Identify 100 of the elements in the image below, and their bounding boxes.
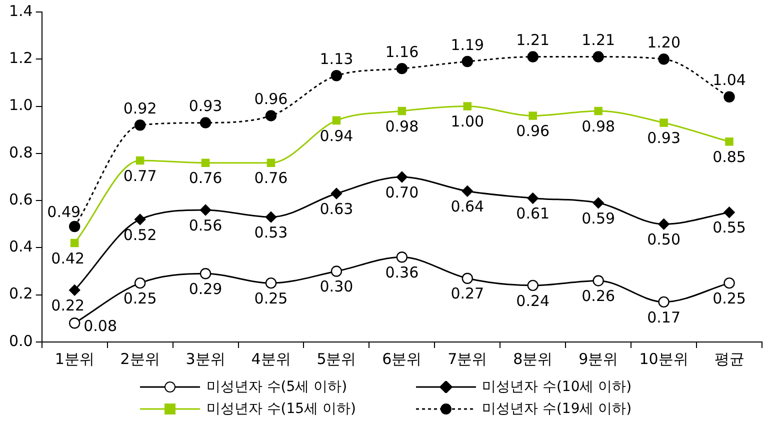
x-tick-label: 5분위 — [316, 350, 356, 368]
point — [200, 117, 212, 128]
legend-label: 미성년자 수(10세 이하) — [482, 378, 632, 396]
point — [592, 197, 604, 209]
point — [592, 275, 604, 286]
point — [330, 70, 342, 82]
y-tick-label: 1.0 — [8, 96, 33, 114]
data-label: 1.16 — [385, 42, 419, 61]
data-label: 0.24 — [516, 292, 550, 310]
data-label: 1.19 — [450, 36, 484, 54]
data-label: 0.61 — [516, 204, 550, 223]
x-tick-label: 8분위 — [513, 350, 553, 368]
x-tick-label: 평균 — [714, 350, 744, 368]
data-label: 0.25 — [712, 289, 746, 308]
point — [396, 171, 408, 183]
point — [330, 266, 342, 277]
point — [462, 272, 473, 284]
data-label: 0.63 — [320, 200, 354, 218]
point — [200, 268, 212, 280]
data-label: 0.93 — [188, 97, 222, 116]
data-label: 1.21 — [582, 31, 616, 50]
point — [330, 188, 342, 200]
data-label: 0.98 — [385, 117, 419, 136]
point — [527, 280, 538, 292]
data-label: 0.50 — [647, 230, 680, 249]
data-label: 0.26 — [582, 287, 616, 306]
point — [266, 158, 276, 167]
point — [68, 220, 80, 232]
data-label: 0.55 — [712, 218, 746, 237]
data-label: 0.25 — [254, 289, 288, 308]
data-label: 0.30 — [320, 278, 354, 296]
legend-label: 미성년자 수(5세 이하) — [206, 378, 348, 396]
point — [462, 186, 473, 197]
point — [68, 318, 80, 329]
data-label: 0.92 — [123, 100, 157, 118]
point — [724, 206, 735, 218]
x-tick-label: 10분위 — [639, 350, 688, 368]
point — [462, 56, 473, 68]
y-tick-label: 0.4 — [8, 238, 33, 256]
data-label: 0.27 — [450, 284, 484, 303]
point — [265, 110, 277, 122]
data-label: 0.08 — [84, 317, 117, 336]
data-label: 0.96 — [516, 122, 550, 140]
data-label: 0.53 — [254, 223, 288, 242]
point — [136, 156, 144, 165]
data-label: 0.22 — [51, 296, 85, 315]
data-label: 0.42 — [51, 249, 85, 268]
data-label: 0.98 — [582, 117, 616, 136]
point — [134, 277, 146, 289]
x-tick-label: 4분위 — [251, 350, 291, 368]
y-tick-label: 1.2 — [8, 49, 33, 68]
point — [528, 112, 537, 120]
y-tick-label: 0.6 — [8, 190, 33, 208]
point — [660, 118, 668, 127]
data-label: 1.13 — [320, 50, 354, 68]
data-label: 0.76 — [188, 169, 222, 188]
data-label: 0.94 — [320, 126, 354, 145]
data-label: 1.00 — [450, 112, 484, 131]
data-label: 0.29 — [188, 280, 222, 298]
data-label: 1.20 — [647, 34, 680, 52]
y-tick-label: 1.4 — [8, 2, 33, 20]
point — [527, 51, 538, 62]
y-tick-label: 0.0 — [8, 332, 33, 350]
point — [658, 54, 670, 65]
x-tick-label: 9분위 — [578, 350, 618, 368]
point — [527, 192, 538, 204]
point — [70, 238, 79, 248]
point — [398, 106, 406, 116]
legend-label: 미성년자 수(15세 이하) — [206, 400, 356, 418]
data-label: 0.70 — [385, 183, 419, 202]
point — [658, 218, 670, 230]
data-label: 1.04 — [712, 71, 746, 90]
point — [68, 284, 80, 296]
point — [265, 211, 277, 223]
point — [724, 277, 735, 289]
data-label: 0.96 — [254, 90, 288, 108]
data-label: 0.36 — [385, 264, 419, 282]
x-tick-label: 6분위 — [382, 350, 422, 368]
data-label: 0.64 — [450, 198, 484, 216]
point — [725, 138, 734, 146]
data-label: 0.17 — [647, 308, 680, 326]
point — [134, 120, 146, 131]
point — [463, 102, 472, 110]
y-tick-label: 0.8 — [8, 143, 33, 162]
point — [592, 51, 604, 62]
x-tick-label: 3분위 — [186, 350, 226, 368]
point — [200, 204, 212, 216]
data-label: 1.21 — [516, 31, 550, 50]
y-tick-label: 0.2 — [8, 284, 33, 303]
data-label: 0.56 — [188, 216, 222, 234]
data-label: 0.76 — [254, 169, 288, 188]
point — [594, 106, 602, 116]
point — [265, 277, 277, 289]
data-label: 0.49 — [47, 202, 81, 221]
data-label: 0.85 — [712, 148, 746, 166]
data-label: 0.52 — [123, 226, 157, 244]
data-label: 0.59 — [582, 209, 616, 228]
point — [658, 296, 670, 308]
point — [201, 158, 210, 167]
point — [332, 116, 341, 125]
